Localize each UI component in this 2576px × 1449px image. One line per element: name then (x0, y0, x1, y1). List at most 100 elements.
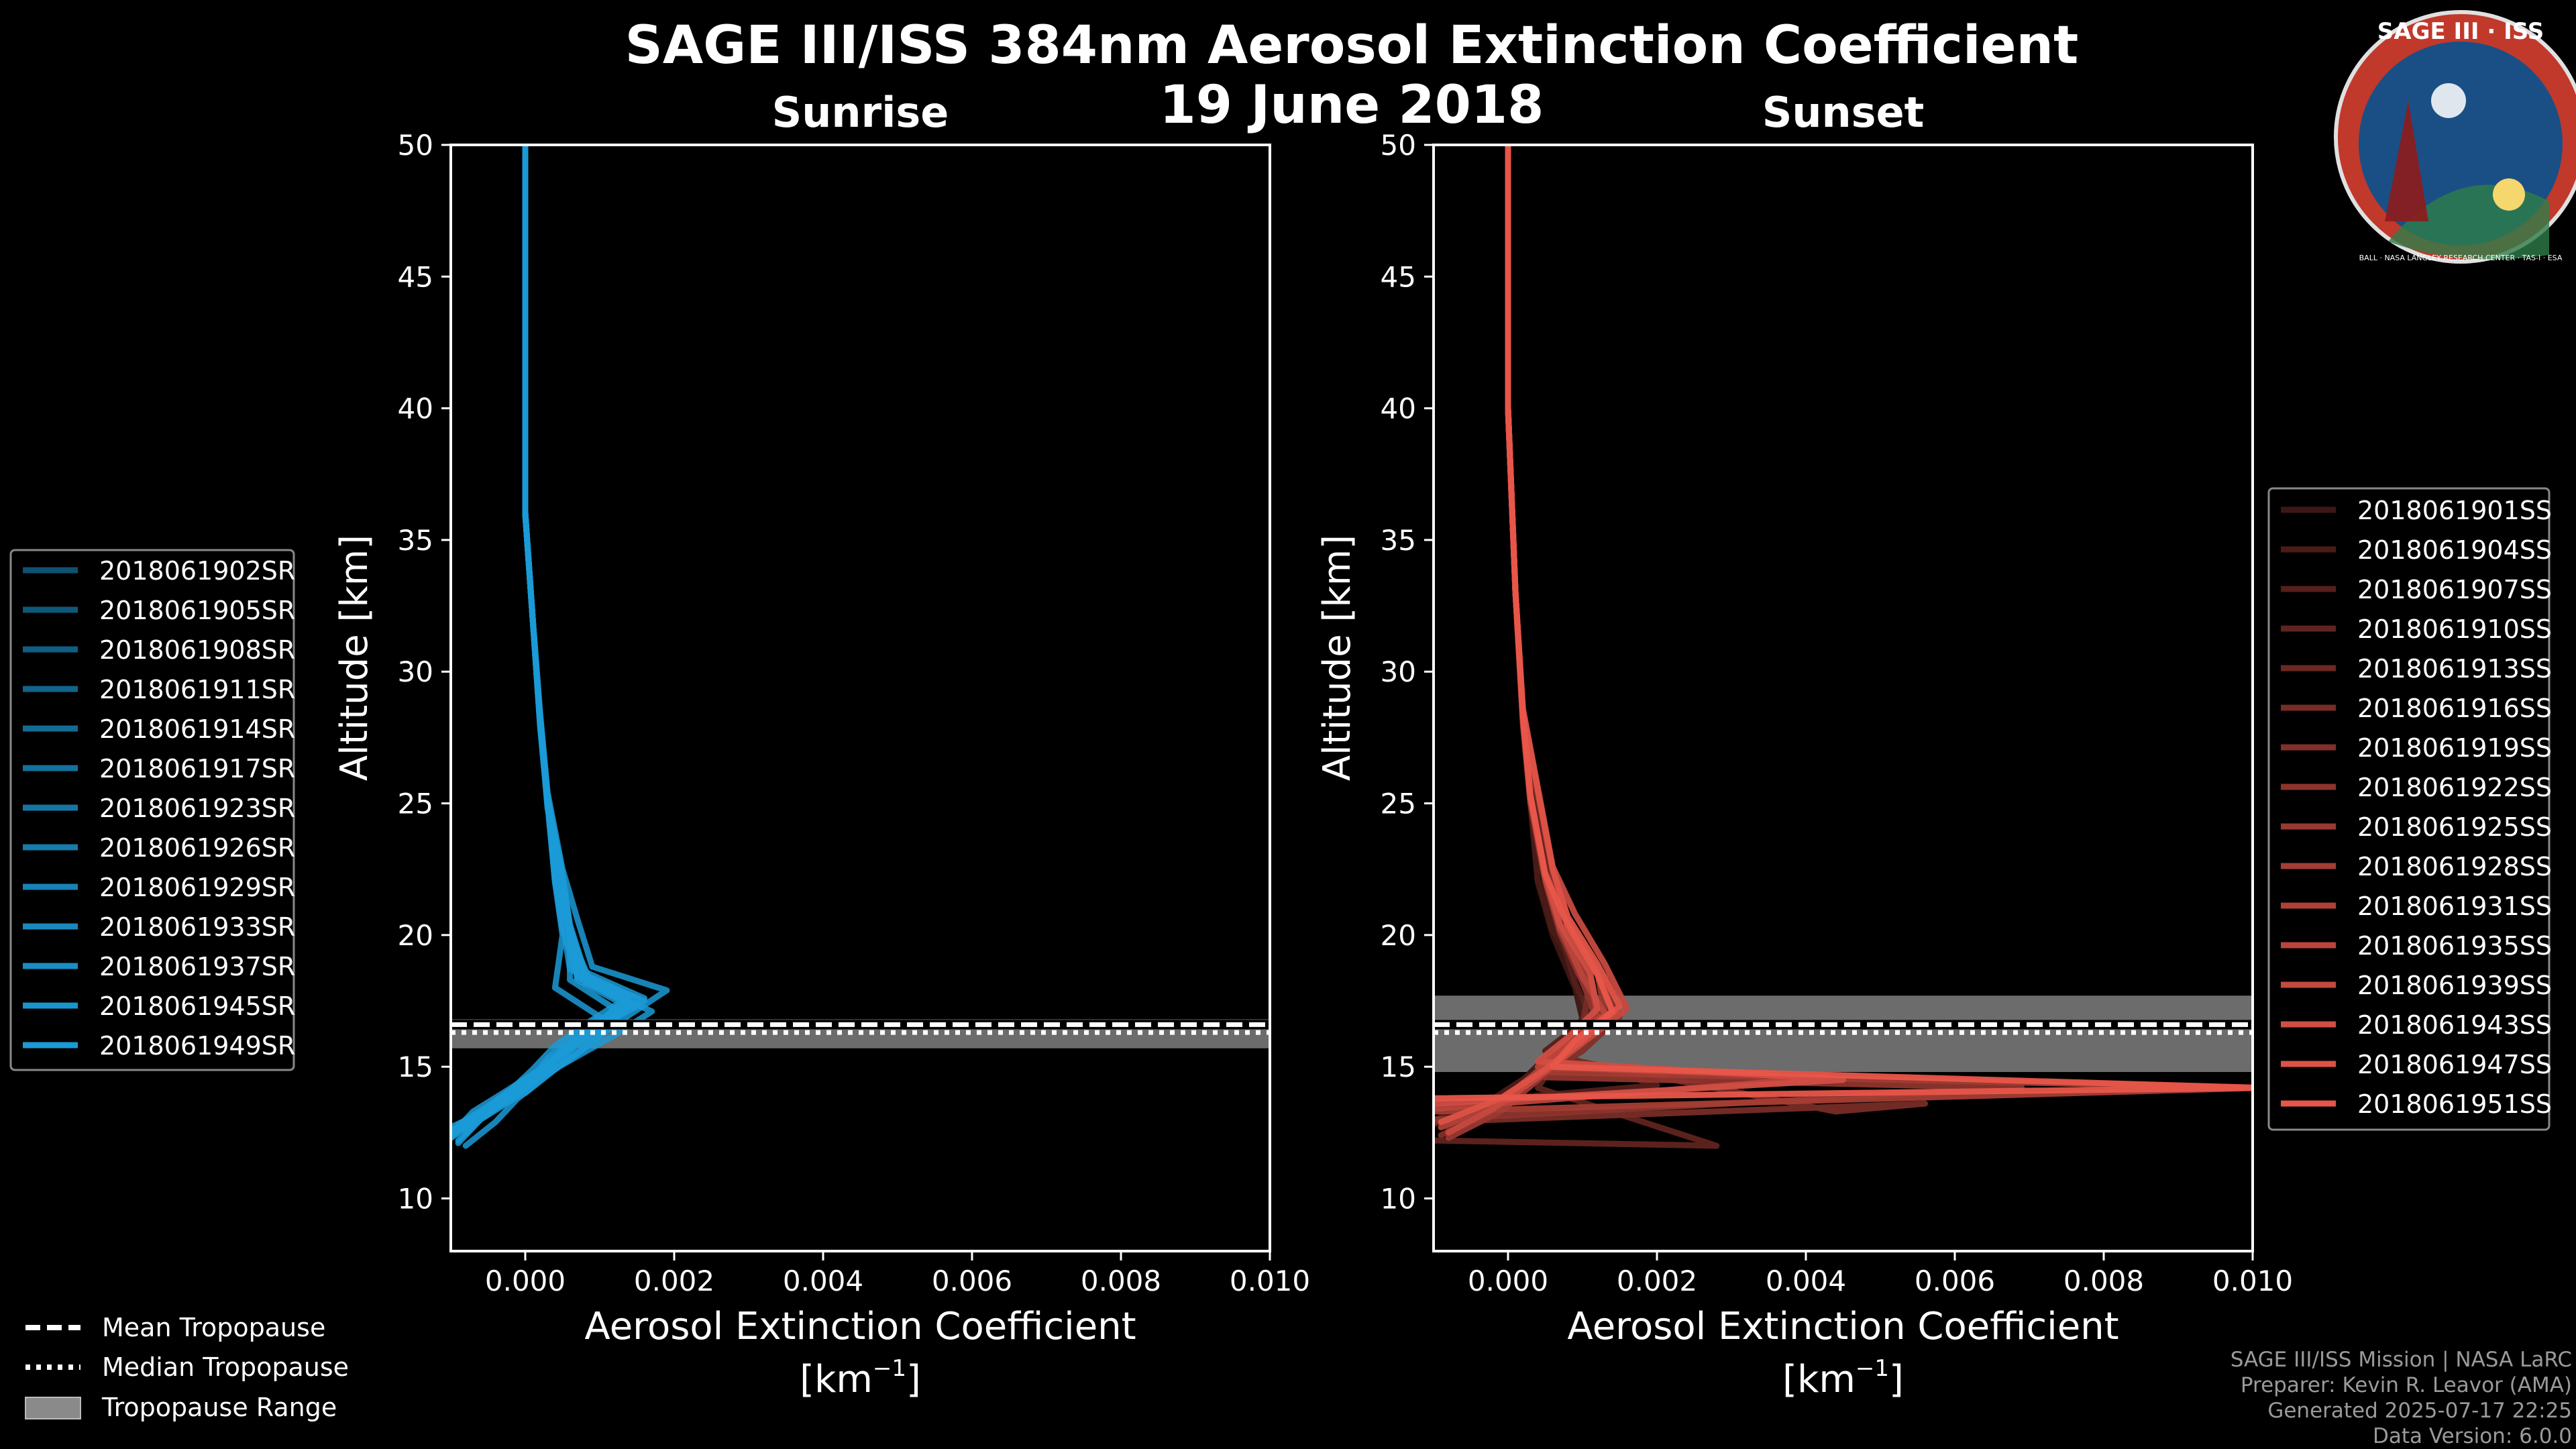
sunrise-legend-label: 2018061929SR (99, 873, 295, 902)
footer-credit: SAGE III/ISS Mission | NASA LaRC Prepare… (2231, 1347, 2572, 1449)
sunrise-legend-label: 2018061902SR (99, 556, 295, 586)
sunset-xtick-label: 0.010 (2212, 1265, 2293, 1297)
sunrise-plot-frame (449, 144, 1271, 1252)
sunrise-legend-label: 2018061945SR (99, 991, 295, 1021)
series-line-2018061951SS (1434, 145, 2253, 1102)
sunrise-ylabel: Altitude [km] (333, 535, 376, 781)
sunset-xtick-label: 0.000 (1468, 1265, 1548, 1297)
sunset-legend-label: 2018061947SS (2357, 1050, 2552, 1079)
sunset-ytick-label: 50 (1381, 129, 1416, 162)
series-line-2018061949SR (451, 145, 633, 1136)
footer-generated: Generated 2025-07-17 22:25 (2267, 1399, 2572, 1423)
sunrise-legend: 2018061902SR 2018061905SR 2018061908SR 2018… (9, 549, 295, 1071)
sunrise-ytick-label: 50 (398, 129, 433, 162)
figure-title: SAGE III/ISS 384nm Aerosol Extinction Co… (625, 15, 2079, 76)
sunrise-ytick-label: 10 (398, 1182, 433, 1215)
sunset-legend-label: 2018061939SS (2357, 971, 2552, 1000)
median-tropopause-label: Median Tropopause (102, 1352, 349, 1382)
sunrise-ytick-label: 30 (398, 655, 433, 688)
sunrise-ytick-label: 20 (398, 919, 433, 952)
sunset-xtick-label: 0.004 (1766, 1265, 1846, 1297)
sunset-legend-frame (2267, 487, 2551, 1131)
sunrise-xtick-label: 0.004 (783, 1265, 863, 1297)
sunrise-ytick-label: 40 (398, 392, 433, 425)
sunset-legend-label: 2018061922SS (2357, 773, 2552, 802)
series-line-2018061937SR (455, 145, 648, 1133)
sunrise-ytick-label: 25 (398, 788, 433, 820)
sunset-ytick-label: 35 (1381, 524, 1416, 557)
mean-tropopause-label: Mean Tropopause (102, 1313, 325, 1342)
sunset-xlabel: Aerosol Extinction Coefficient (1567, 1305, 2118, 1348)
sunset-legend-label: 2018061904SS (2357, 535, 2552, 565)
sunset-chart: 10 15 20 25 30 35 40 45 50 0.000 0.002 0.004 0.006 0.… (1316, 88, 2293, 1401)
series-line-2018061925SS (1445, 145, 1608, 1141)
sunset-legend-label: 2018061913SS (2357, 654, 2552, 684)
series-line-2018061943SS (1434, 145, 1846, 1107)
tropopause-range-swatch (25, 1397, 81, 1419)
sunrise-legend-label: 2018061905SR (99, 596, 295, 625)
sunrise-legend-label: 2018061926SR (99, 833, 295, 863)
sunrise-legend-label: 2018061933SR (99, 912, 295, 942)
sunrise-series-lines (451, 145, 670, 1149)
figure-date: 19 June 2018 (1160, 75, 1544, 136)
sunrise-legend-label: 2018061911SR (99, 675, 295, 704)
sunrise-xlabel-unit: [km−1] (800, 1355, 921, 1401)
footer-mission: SAGE III/ISS Mission | NASA LaRC (2230, 1348, 2572, 1372)
series-line-2018061928SS (1434, 145, 2253, 1115)
logo-figure (2385, 101, 2428, 221)
sunset-xtick-label: 0.006 (1915, 1265, 1995, 1297)
tropopause-legend: Mean Tropopause Median Tropopause Tropop… (25, 1313, 349, 1422)
sunrise-chart: 10 15 20 25 30 35 40 45 50 0.000 0.002 0.004 0.006 0.… (333, 88, 1310, 1401)
sunset-legend-label: 2018061919SS (2357, 733, 2552, 763)
sunrise-xtick-label: 0.006 (932, 1265, 1012, 1297)
sunset-legend: 2018061901SS 2018061904SS 2018061907SS 2018… (2267, 487, 2552, 1131)
logo-moon (2431, 83, 2466, 118)
sunset-xtick-label: 0.002 (1617, 1265, 1697, 1297)
sunset-series-lines (1434, 145, 2253, 1149)
sage-iss-logo: SAGE III · ISS BALL · NASA LANGLEY RESEA… (2334, 10, 2576, 264)
series-line-2018061922SS (1434, 145, 2025, 1123)
sunrise-xtick-label: 0.000 (485, 1265, 566, 1297)
sunset-legend-label: 2018061910SS (2357, 614, 2552, 644)
sunset-xlabel-unit: [km−1] (1782, 1355, 1904, 1401)
sunset-legend-label: 2018061907SS (2357, 575, 2552, 604)
logo-ring-text: BALL · NASA LANGLEY RESEARCH CENTER · TA… (2359, 254, 2563, 262)
sunrise-legend-label: 2018061914SR (99, 714, 295, 744)
sunset-xtick-label: 0.008 (2063, 1265, 2144, 1297)
sunset-ytick-label: 15 (1381, 1051, 1416, 1083)
sunrise-legend-label: 2018061917SR (99, 754, 295, 784)
sunrise-legend-label: 2018061923SR (99, 794, 295, 823)
sunset-ytick-label: 20 (1381, 919, 1416, 952)
sunrise-legend-label: 2018061949SR (99, 1031, 295, 1061)
sunset-legend-label: 2018061925SS (2357, 812, 2552, 842)
sunset-ylabel: Altitude [km] (1316, 535, 1359, 781)
sunset-ytick-label: 25 (1381, 788, 1416, 820)
sunset-ytick-label: 45 (1381, 260, 1416, 293)
sunrise-ytick-label: 35 (398, 524, 433, 557)
sunrise-legend-label: 2018061908SR (99, 635, 295, 665)
sunset-ytick-label: 30 (1381, 655, 1416, 688)
sunset-plot-frame (1432, 144, 2254, 1252)
sunrise-legend-frame (9, 549, 295, 1071)
footer-preparer: Preparer: Kevin R. Leavor (AMA) (2240, 1373, 2572, 1397)
sunset-legend-label: 2018061951SS (2357, 1089, 2552, 1119)
series-line-2018061907SS (1438, 145, 1660, 1120)
sunrise-panel-title: Sunrise (772, 88, 949, 137)
sunrise-legend-label: 2018061937SR (99, 952, 295, 981)
sunset-ytick-label: 40 (1381, 392, 1416, 425)
sunrise-xlabel: Aerosol Extinction Coefficient (584, 1305, 1136, 1348)
logo-title: SAGE III · ISS (2377, 18, 2544, 45)
footer-version: Data Version: 6.0.0 (2372, 1424, 2572, 1448)
logo-sun (2493, 178, 2525, 211)
series-line-2018061902SR (455, 145, 603, 1144)
sunset-legend-label: 2018061931SS (2357, 892, 2552, 921)
sunset-legend-label: 2018061901SS (2357, 496, 2552, 525)
sunset-panel-title: Sunset (1762, 88, 1925, 137)
sunset-legend-label: 2018061916SS (2357, 694, 2552, 723)
tropopause-range-label: Tropopause Range (101, 1393, 337, 1422)
sunrise-xtick-label: 0.008 (1081, 1265, 1161, 1297)
sunrise-xtick-label: 0.010 (1230, 1265, 1310, 1297)
sunrise-ytick-label: 45 (398, 260, 433, 293)
sunset-legend-label: 2018061935SS (2357, 931, 2552, 961)
